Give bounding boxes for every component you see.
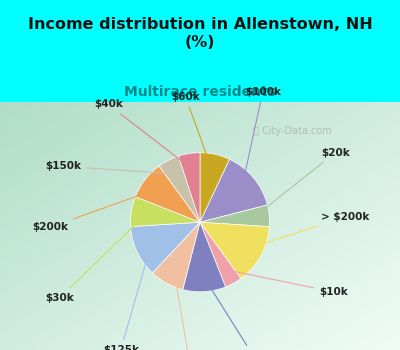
Text: > $200k: > $200k (250, 212, 369, 247)
Wedge shape (200, 222, 270, 279)
Text: $10k: $10k (229, 270, 348, 297)
Wedge shape (130, 197, 200, 226)
Wedge shape (200, 159, 267, 222)
Text: Income distribution in Allenstown, NH
(%): Income distribution in Allenstown, NH (%… (28, 17, 372, 50)
Wedge shape (152, 222, 200, 289)
Text: $150k: $150k (45, 161, 172, 174)
Wedge shape (200, 205, 270, 226)
Text: Multirace residents: Multirace residents (124, 85, 276, 99)
Wedge shape (183, 222, 226, 292)
Wedge shape (135, 166, 200, 222)
Wedge shape (200, 153, 230, 222)
Wedge shape (159, 156, 200, 222)
Text: $20k: $20k (256, 148, 350, 215)
Text: $75k: $75k (205, 279, 268, 350)
Wedge shape (178, 153, 200, 222)
Text: $100k: $100k (242, 87, 281, 185)
Text: $50k: $50k (174, 273, 205, 350)
Text: ⓘ City-Data.com: ⓘ City-Data.com (253, 126, 331, 136)
Wedge shape (130, 222, 200, 273)
Text: $40k: $40k (94, 99, 189, 167)
Wedge shape (200, 222, 241, 287)
Text: $30k: $30k (46, 216, 144, 303)
Text: $200k: $200k (32, 190, 154, 232)
Text: $125k: $125k (103, 248, 150, 350)
Text: $60k: $60k (171, 92, 211, 167)
